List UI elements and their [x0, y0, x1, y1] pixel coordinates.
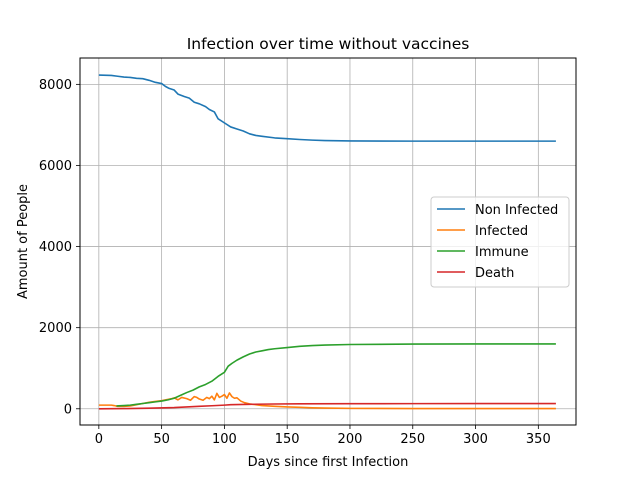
series-lines	[98, 74, 556, 410]
chart-title: Infection over time without vaccines	[187, 35, 470, 53]
y-tick-label: 8000	[39, 78, 72, 93]
plot-area-frame	[79, 57, 577, 426]
x-tick-label: 300	[463, 432, 488, 447]
x-tick-label: 100	[212, 432, 237, 447]
legend-box	[430, 196, 570, 288]
x-tick-label: 150	[275, 432, 300, 447]
series-line-2	[116, 343, 556, 407]
y-axis-title: Amount of People	[16, 184, 31, 299]
legend-label-0: Non Infected	[475, 203, 558, 218]
legend-label-2: Immune	[475, 245, 529, 260]
x-axis-title: Days since first Infection	[248, 455, 409, 470]
series-line-0	[98, 74, 556, 142]
x-tick-label: 50	[153, 432, 170, 447]
y-tick-label: 6000	[39, 159, 72, 174]
axis-ticks: 0 50 100 150 200 250 300 350 0 2000 4000 6000 8000	[39, 78, 551, 447]
legend: Non Infected Infected Immune Death	[430, 196, 570, 288]
x-tick-label: 350	[526, 432, 551, 447]
series-line-3	[98, 402, 556, 410]
y-tick-label: 4000	[39, 240, 72, 255]
y-tick-label: 0	[64, 402, 72, 417]
legend-label-3: Death	[475, 266, 514, 281]
x-tick-label: 200	[338, 432, 363, 447]
x-tick-label: 0	[95, 432, 103, 447]
legend-label-1: Infected	[475, 224, 528, 239]
y-tick-label: 2000	[39, 321, 72, 336]
x-tick-label: 250	[400, 432, 425, 447]
